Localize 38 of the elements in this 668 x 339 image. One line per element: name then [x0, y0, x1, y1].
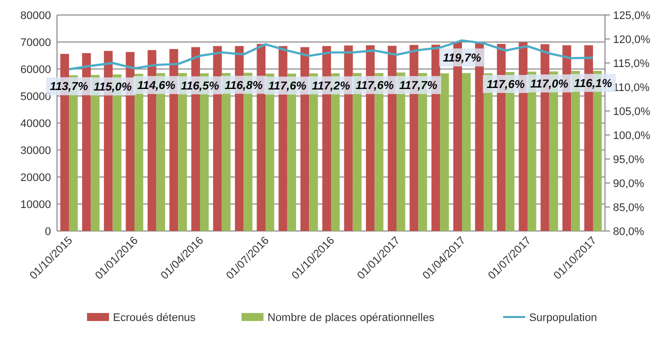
y2-tick-label: 80,0% — [613, 226, 644, 238]
y2-tick-label: 95,0% — [613, 154, 644, 166]
y-tick-label: 60000 — [20, 64, 51, 76]
y-tick-label: 40000 — [20, 118, 51, 130]
legend-label: Ecroués détenus — [113, 312, 196, 324]
y-tick-label: 50000 — [20, 91, 51, 103]
y-tick-label: 70000 — [20, 37, 51, 49]
y2-tick-label: 100,0% — [613, 130, 651, 142]
y2-tick-label: 90,0% — [613, 178, 644, 190]
data-label: 116,5% — [180, 80, 220, 92]
data-label: 117,0% — [530, 78, 568, 90]
data-label: 114,6% — [137, 80, 176, 92]
data-label: 117,2% — [312, 80, 350, 92]
legend-label: Nombre de places opérationnelles — [268, 312, 435, 324]
y-tick-label: 30000 — [20, 145, 51, 157]
y2-tick-label: 105,0% — [613, 106, 651, 118]
data-label: 115,0% — [94, 81, 132, 94]
y2-tick-label: 110,0% — [613, 82, 650, 94]
data-label: 119,7% — [442, 52, 482, 64]
data-label: 113,7% — [50, 81, 88, 94]
data-label: 116,8% — [224, 80, 263, 92]
y2-tick-label: 125,0% — [613, 10, 651, 22]
y-tick-label: 20000 — [20, 172, 51, 184]
data-label: 116,1% — [574, 78, 612, 90]
data-label: 117,6% — [268, 80, 306, 93]
y-tick-label: 0 — [44, 226, 51, 238]
data-label: 117,6% — [486, 78, 525, 91]
legend-label: Surpopulation — [529, 312, 597, 324]
y2-tick-label: 120,0% — [613, 34, 651, 46]
bar — [462, 73, 471, 231]
y2-tick-label: 85,0% — [613, 202, 644, 214]
line-series — [68, 39, 594, 70]
y-tick-label: 10000 — [20, 199, 51, 211]
data-label: 117,7% — [399, 80, 438, 92]
y2-tick-label: 115,0% — [613, 58, 650, 70]
bar — [440, 73, 449, 231]
y-tick-label: 80000 — [20, 10, 51, 22]
data-label: 117,6% — [356, 80, 394, 92]
